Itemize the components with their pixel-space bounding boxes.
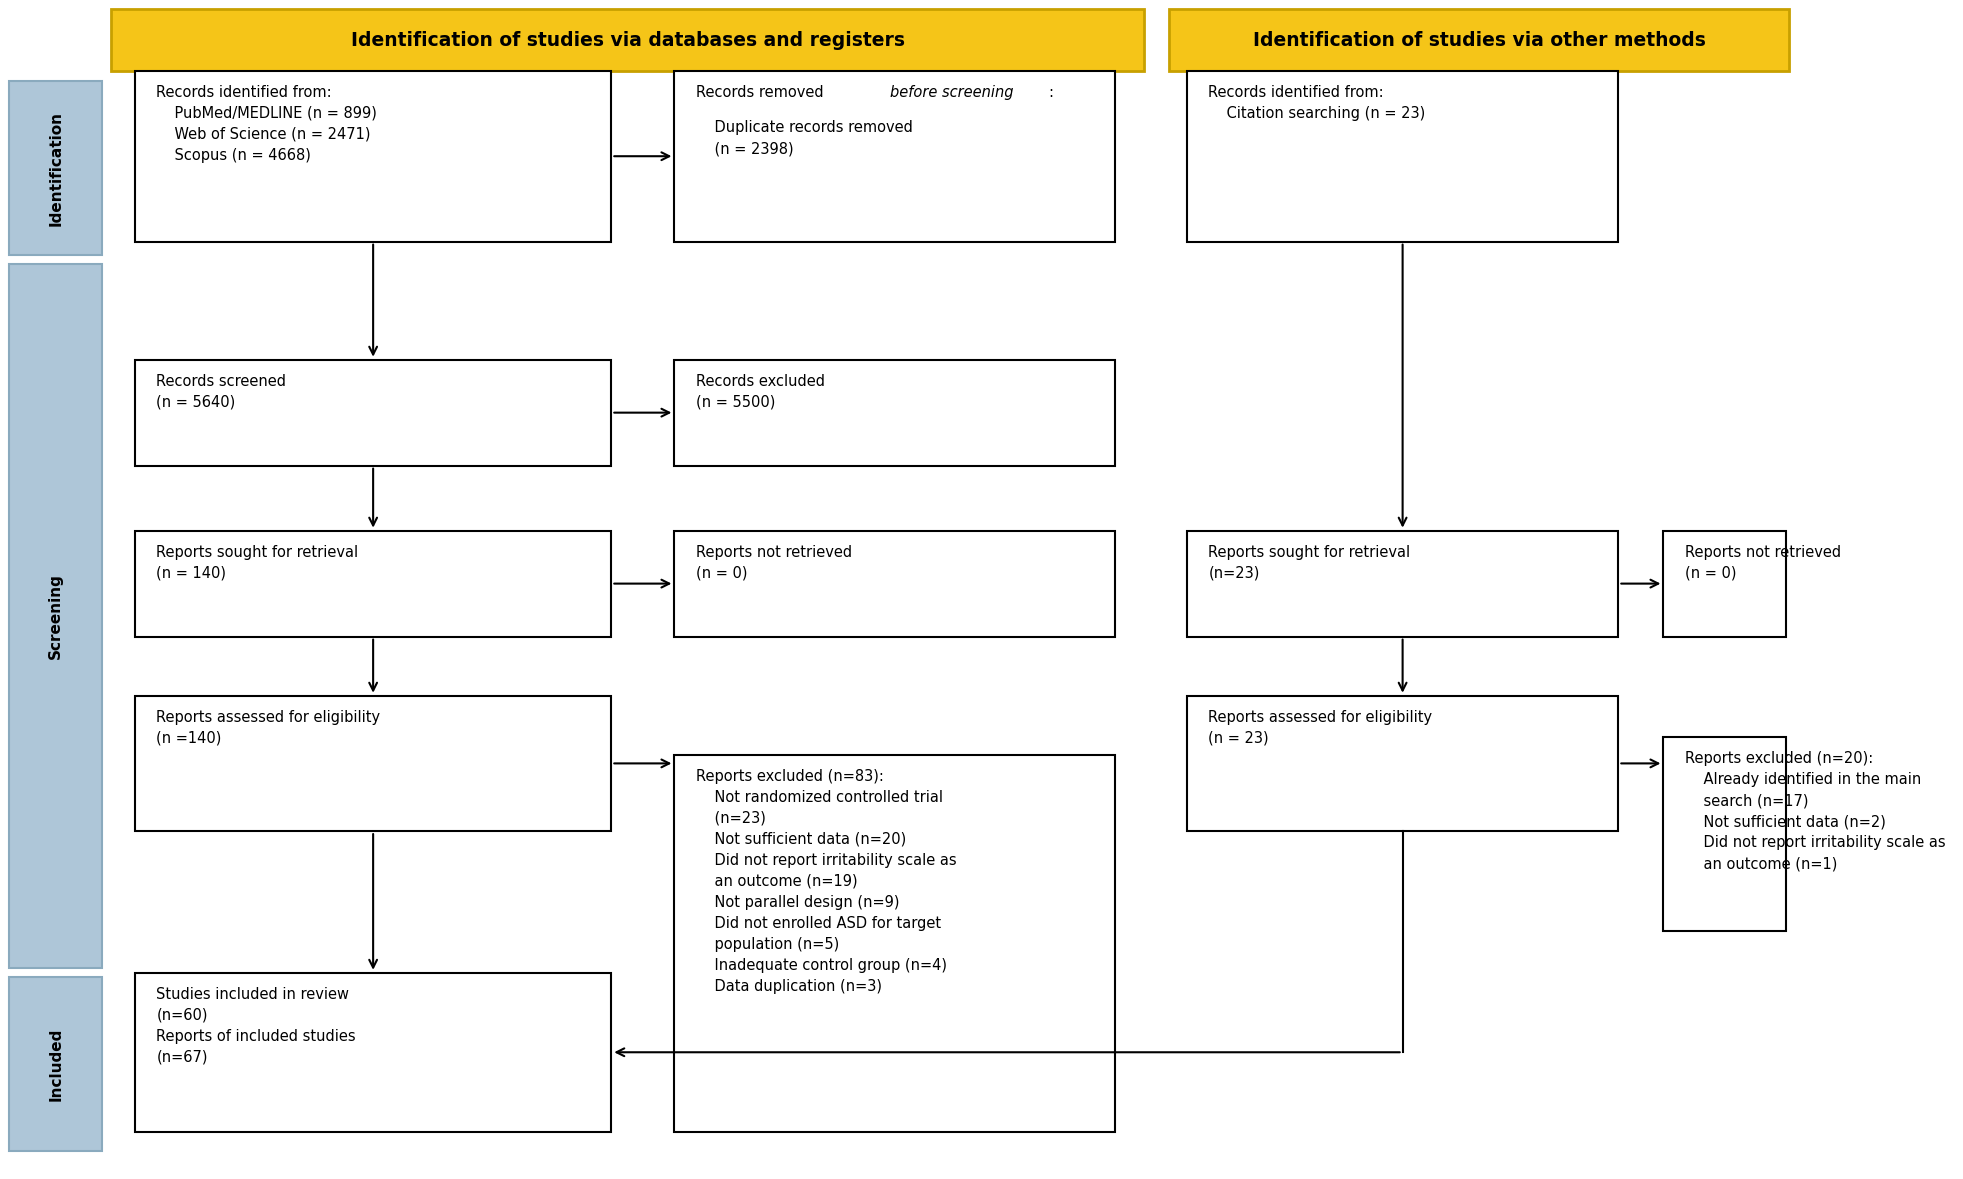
Text: Identification of studies via other methods: Identification of studies via other meth… <box>1252 31 1706 50</box>
Text: Records identified from:
    Citation searching (n = 23): Records identified from: Citation search… <box>1209 85 1425 121</box>
Bar <box>675 71 1115 242</box>
Text: Reports not retrieved
(n = 0): Reports not retrieved (n = 0) <box>1684 545 1841 581</box>
Bar <box>1663 737 1786 931</box>
Bar <box>675 360 1115 466</box>
Bar <box>1188 696 1618 831</box>
Text: Screening: Screening <box>49 573 63 659</box>
Text: Reports sought for retrieval
(n=23): Reports sought for retrieval (n=23) <box>1209 545 1411 581</box>
Bar <box>135 973 610 1132</box>
Text: Identification: Identification <box>49 111 63 225</box>
Text: Reports excluded (n=83):
    Not randomized controlled trial
    (n=23)
    Not : Reports excluded (n=83): Not randomized … <box>697 769 956 994</box>
Bar <box>10 264 102 968</box>
Text: Included: Included <box>49 1027 63 1101</box>
Text: Reports assessed for eligibility
(n =140): Reports assessed for eligibility (n =140… <box>157 710 381 746</box>
Bar <box>675 755 1115 1132</box>
Bar <box>1168 9 1788 71</box>
Bar <box>135 360 610 466</box>
Bar <box>1663 531 1786 637</box>
Bar <box>135 71 610 242</box>
Text: Records identified from:
    PubMed/MEDLINE (n = 899)
    Web of Science (n = 24: Records identified from: PubMed/MEDLINE … <box>157 85 377 163</box>
Text: Reports sought for retrieval
(n = 140): Reports sought for retrieval (n = 140) <box>157 545 359 581</box>
Text: Duplicate records removed
    (n = 2398): Duplicate records removed (n = 2398) <box>697 120 913 157</box>
Bar <box>1188 531 1618 637</box>
Bar <box>10 81 102 255</box>
Bar <box>135 531 610 637</box>
Bar <box>1188 71 1618 242</box>
Text: Identification of studies via databases and registers: Identification of studies via databases … <box>351 31 905 50</box>
Text: Records removed: Records removed <box>697 85 828 100</box>
Text: Studies included in review
(n=60)
Reports of included studies
(n=67): Studies included in review (n=60) Report… <box>157 987 355 1065</box>
Text: :: : <box>1048 85 1054 100</box>
Text: before screening: before screening <box>889 85 1013 100</box>
Text: Reports assessed for eligibility
(n = 23): Reports assessed for eligibility (n = 23… <box>1209 710 1433 746</box>
Bar <box>10 977 102 1151</box>
Text: Records screened
(n = 5640): Records screened (n = 5640) <box>157 374 287 410</box>
Bar <box>135 696 610 831</box>
Text: Reports not retrieved
(n = 0): Reports not retrieved (n = 0) <box>697 545 852 581</box>
Bar <box>112 9 1144 71</box>
Bar <box>675 531 1115 637</box>
Text: Reports excluded (n=20):
    Already identified in the main
    search (n=17)
  : Reports excluded (n=20): Already identif… <box>1684 751 1945 871</box>
Text: Records excluded
(n = 5500): Records excluded (n = 5500) <box>697 374 824 410</box>
